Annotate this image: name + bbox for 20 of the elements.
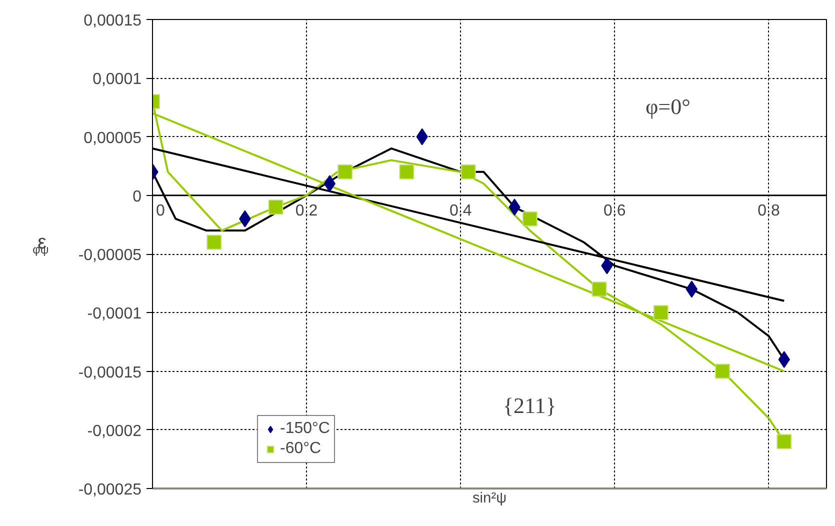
y-tick-label: 0: [132, 188, 142, 206]
y-axis-title: εφψ: [32, 232, 49, 256]
y-tick-label: -0,00005: [78, 247, 142, 264]
y-tick-label: 0,0001: [92, 71, 142, 88]
x-tick-label: 0.2: [295, 202, 318, 220]
y-tick-label: 0,00015: [84, 12, 142, 30]
x-tick-label: 0.6: [604, 202, 626, 220]
annotation: {211}: [502, 393, 556, 418]
legend-label: -60°C: [280, 440, 322, 458]
x-tick-label: 0.8: [758, 202, 780, 220]
y-tick-label: -0,0001: [87, 306, 142, 323]
y-tick-label: -0,00025: [78, 482, 142, 498]
legend-label: -150°C: [280, 420, 330, 438]
x-tick-label: 0.4: [449, 202, 472, 220]
y-tick-label: -0,0002: [87, 422, 142, 440]
x-tick-label: 0: [156, 202, 166, 220]
y-tick-label: -0,00015: [78, 364, 142, 382]
annotation: φ=0°: [645, 94, 690, 120]
y-tick-label: 0,00005: [84, 130, 142, 147]
x-axis-title: sin²ψ: [472, 490, 507, 506]
